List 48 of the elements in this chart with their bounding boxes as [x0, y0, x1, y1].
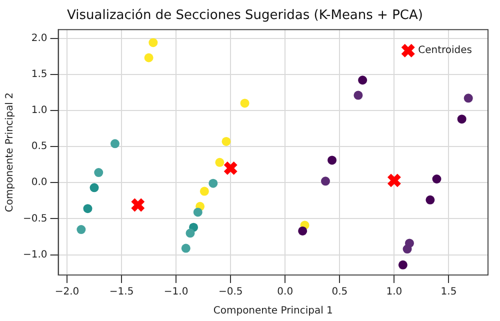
x-tick-label: −1.5 — [109, 286, 134, 298]
point — [426, 195, 435, 204]
y-tick-label: −1.0 — [22, 249, 48, 260]
chart-title: Visualización de Secciones Sugeridas (K-Means + PCA) — [67, 8, 423, 24]
legend-label: Centroides — [418, 45, 472, 56]
x-tick-label: −2.0 — [54, 286, 80, 298]
point — [328, 156, 337, 165]
y-tick-label: −0.5 — [22, 213, 48, 224]
x-tick-label: 0.0 — [277, 286, 294, 298]
point — [240, 98, 250, 108]
point — [223, 160, 238, 176]
point — [222, 136, 231, 146]
point — [464, 94, 473, 103]
y-tick-label: 1.0 — [31, 105, 48, 116]
point — [208, 178, 218, 188]
point — [402, 244, 412, 254]
point — [130, 198, 146, 212]
x-tick-label: 0.5 — [332, 286, 348, 298]
point — [186, 228, 195, 238]
point — [144, 53, 154, 62]
y-axis-title: Componente Principal 2 — [4, 92, 16, 212]
point — [181, 244, 190, 253]
point — [76, 225, 86, 234]
point — [398, 260, 408, 270]
y-tick-label: 0.5 — [31, 141, 48, 152]
point — [320, 176, 330, 186]
x-tick-label: −1.0 — [164, 286, 188, 298]
point — [83, 204, 92, 214]
point — [358, 76, 368, 85]
point — [94, 168, 104, 178]
point — [200, 186, 209, 196]
x-tick-label: −0.5 — [218, 286, 243, 298]
y-tick-label: 2.0 — [31, 32, 48, 44]
point — [215, 158, 224, 167]
x-tick-label: 1.5 — [440, 286, 457, 298]
point — [354, 90, 363, 100]
y-tick-label: 0.0 — [31, 177, 48, 188]
point — [457, 114, 466, 124]
x-tick-label: 1.0 — [386, 286, 402, 298]
point — [432, 174, 442, 184]
y-tick-label: 1.5 — [31, 68, 48, 80]
x-axis-title: Componente Principal 1 — [213, 306, 333, 317]
point — [386, 173, 402, 188]
point — [193, 208, 202, 217]
point — [90, 183, 99, 192]
point — [298, 226, 308, 236]
point — [110, 139, 120, 148]
point — [148, 38, 158, 48]
